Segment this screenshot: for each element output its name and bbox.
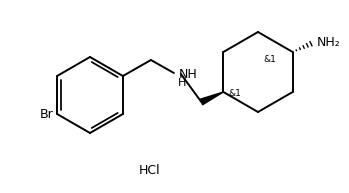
Text: NH₂: NH₂ xyxy=(317,36,340,48)
Text: NH: NH xyxy=(179,68,198,80)
Text: Br: Br xyxy=(39,108,53,120)
Text: H: H xyxy=(178,78,186,88)
Text: &1: &1 xyxy=(228,90,241,98)
Polygon shape xyxy=(200,92,223,105)
Text: &1: &1 xyxy=(263,56,276,64)
Text: HCl: HCl xyxy=(139,163,161,177)
